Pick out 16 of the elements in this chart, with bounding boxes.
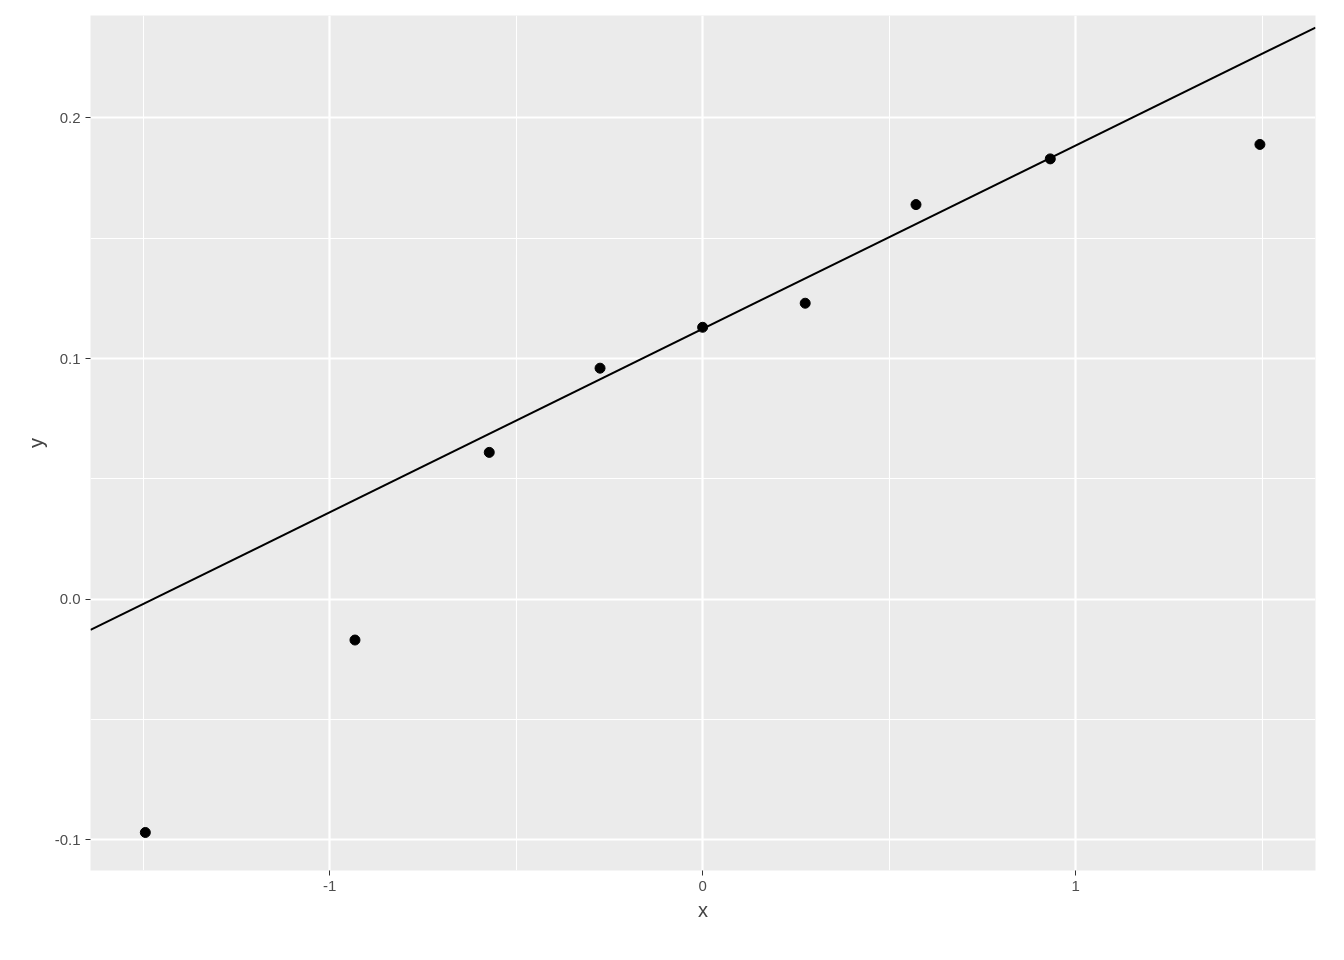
x-axis-title: x	[698, 898, 708, 921]
x-tick-label: 1	[1071, 876, 1080, 894]
point	[910, 199, 922, 211]
y-tick-label: -0.1	[54, 830, 81, 848]
point	[349, 634, 361, 646]
point	[483, 446, 495, 458]
y-axis-title: y	[24, 438, 47, 448]
y-tick-label: 0.1	[59, 349, 81, 367]
point	[799, 297, 811, 309]
x-tick-label: -1	[322, 876, 337, 894]
y-tick-label: 0.2	[59, 108, 81, 126]
point	[594, 362, 606, 374]
y-tick-label: 0.0	[59, 590, 81, 608]
point	[1254, 138, 1266, 150]
x-tick-label: 0	[698, 876, 707, 894]
point	[139, 827, 151, 838]
